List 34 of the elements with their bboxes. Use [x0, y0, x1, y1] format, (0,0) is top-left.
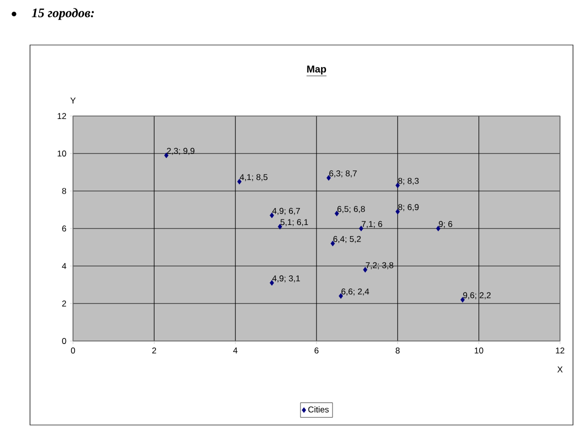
y-axis-title: Y [70, 98, 76, 104]
data-label: 6,3; 8,7 [329, 170, 357, 178]
data-label: 6,4; 5,2 [333, 236, 361, 243]
data-label: 4,9; 3,1 [272, 275, 300, 282]
data-label: 8; 6,9 [398, 204, 419, 212]
data-label: 7,1; 6 [362, 221, 382, 228]
text: 15 городов: [32, 8, 94, 20]
x-tick-label: 8 [396, 348, 400, 354]
data-label: 7,2; 3,8 [366, 262, 394, 270]
data-label: 6,5; 6,8 [337, 206, 365, 213]
x-tick-label: 4 [233, 348, 238, 354]
chart-title: Map [307, 66, 326, 75]
y-tick-label: 8 [62, 188, 66, 194]
legend-label: Cities [308, 406, 329, 412]
y-tick-label: 6 [62, 226, 66, 232]
x-axis-title: X [557, 366, 563, 372]
data-label: 2,3; 9,9 [166, 148, 194, 155]
y-tick-label: 0 [62, 338, 66, 344]
data-label: 9; 6 [438, 221, 452, 228]
x-tick-label: 0 [70, 348, 76, 354]
data-label: 8; 8,3 [398, 178, 419, 185]
x-tick-label: 12 [556, 348, 564, 354]
x-tick-label: 10 [474, 348, 484, 354]
x-tick-label: 6 [314, 348, 318, 354]
x-tick-label: 2 [152, 348, 156, 354]
data-label: 6,6; 2,4 [341, 288, 370, 296]
y-tick-label: 4 [62, 263, 66, 269]
y-tick-label: 12 [58, 113, 66, 119]
y-tick-label: 10 [58, 150, 66, 156]
data-label: 4,9; 6,7 [272, 208, 300, 215]
data-label: 9,6; 2,2 [463, 292, 491, 300]
y-tick-label: 2 [62, 300, 66, 306]
data-label: 5,1; 6,1 [280, 219, 308, 226]
data-label: 4,1; 8,5 [240, 174, 268, 182]
